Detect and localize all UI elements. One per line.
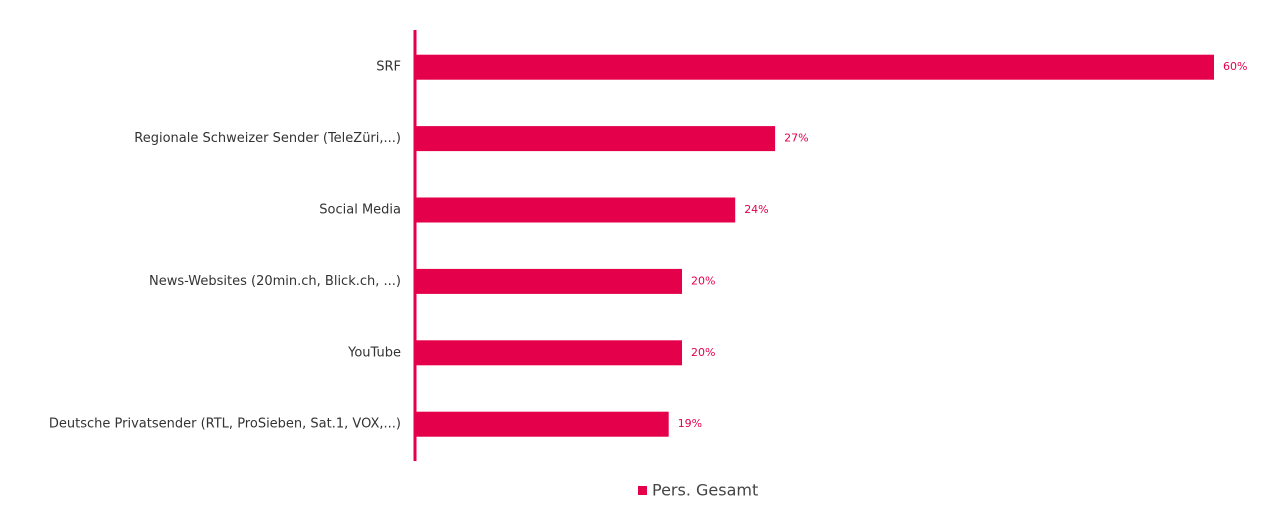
y-tick-label: Deutsche Privatsender (RTL, ProSieben, S… — [49, 417, 401, 432]
y-tick-label: Social Media — [319, 203, 401, 218]
y-tick-label: YouTube — [347, 345, 401, 360]
legend-label: Pers. Gesamt — [652, 481, 758, 500]
data-label: 20% — [691, 346, 715, 359]
bar — [416, 197, 736, 223]
data-label: 20% — [691, 274, 715, 287]
y-tick-label: News-Websites (20min.ch, Blick.ch, ...) — [149, 274, 401, 289]
data-label: 27% — [784, 132, 808, 145]
legend-swatch — [638, 486, 647, 495]
data-label: 60% — [1223, 60, 1247, 73]
data-label: 24% — [744, 203, 768, 216]
y-tick-label: Regionale Schweizer Sender (TeleZüri,...… — [134, 131, 401, 146]
bar — [416, 126, 776, 152]
bar — [416, 268, 682, 294]
y-tick-label: SRF — [376, 60, 401, 75]
bar — [416, 54, 1214, 80]
bar — [416, 340, 682, 366]
data-label: 19% — [678, 417, 702, 430]
bar — [416, 411, 669, 437]
